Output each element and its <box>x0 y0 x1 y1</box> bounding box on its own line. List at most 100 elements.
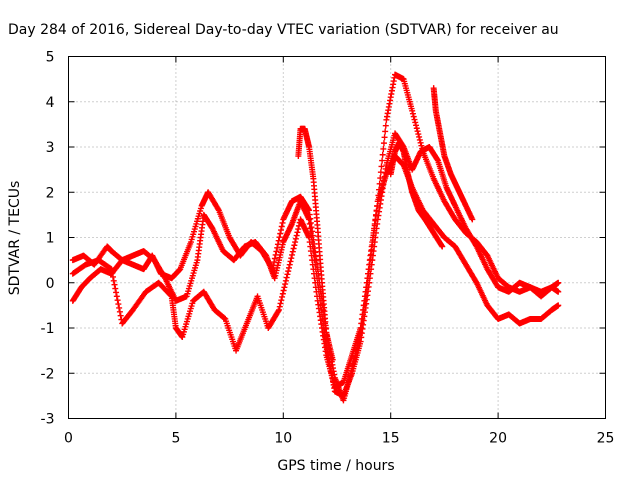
data-point <box>378 163 385 170</box>
series-3 <box>69 153 562 390</box>
series-5 <box>430 85 476 223</box>
grid <box>68 56 606 419</box>
data-point <box>381 134 388 141</box>
data-point <box>284 271 291 278</box>
data-points <box>69 71 562 404</box>
data-point <box>277 230 284 237</box>
x-axis-label: GPS time / hours <box>277 458 394 474</box>
y-tick-label: 3 <box>46 140 55 156</box>
data-point <box>285 268 292 275</box>
data-point <box>418 142 425 149</box>
data-point <box>286 261 293 268</box>
x-tick-label: 5 <box>171 431 180 447</box>
data-point <box>277 300 284 307</box>
x-tick-label: 20 <box>489 431 507 447</box>
y-tick-label: 1 <box>46 231 55 247</box>
data-point <box>113 289 120 296</box>
data-point <box>281 284 288 291</box>
data-point <box>114 297 121 304</box>
data-point <box>273 248 280 255</box>
data-point <box>117 312 124 319</box>
data-point <box>275 308 282 315</box>
data-point <box>380 140 387 147</box>
data-point <box>439 243 446 250</box>
x-tick-label: 0 <box>64 431 73 447</box>
data-point <box>417 139 424 146</box>
y-tick-label: 0 <box>46 276 55 292</box>
y-tick-label: -1 <box>41 321 55 337</box>
data-point <box>280 287 287 294</box>
data-point <box>167 292 174 299</box>
data-point <box>279 293 286 300</box>
data-point <box>276 306 283 313</box>
data-point <box>292 239 299 246</box>
data-point <box>293 232 300 239</box>
data-point <box>469 216 476 223</box>
y-tick-label: -2 <box>41 366 55 382</box>
data-point <box>411 116 418 123</box>
data-point <box>289 248 296 255</box>
series-4 <box>295 125 336 363</box>
x-tick-label: 10 <box>274 431 292 447</box>
data-point <box>276 234 283 241</box>
data-point <box>275 237 282 244</box>
data-point <box>416 136 423 143</box>
data-point <box>276 303 283 310</box>
y-axis-label: SDTVAR / TECUs <box>7 181 23 296</box>
x-tick-label: 15 <box>382 431 400 447</box>
series-6 <box>387 139 446 250</box>
data-point <box>409 107 416 114</box>
data-point <box>409 110 416 117</box>
data-point <box>292 235 299 242</box>
data-point <box>110 277 117 284</box>
data-point <box>380 145 387 152</box>
data-point <box>116 304 123 311</box>
data-point <box>271 255 278 262</box>
data-point <box>415 131 422 138</box>
data-point <box>278 297 285 304</box>
data-point <box>109 273 116 280</box>
data-point <box>279 219 286 226</box>
data-point <box>555 279 562 286</box>
y-tick-label: -3 <box>41 412 55 428</box>
chart-title: Day 284 of 2016, Sidereal Day-to-day VTE… <box>8 22 559 38</box>
data-point <box>282 281 289 288</box>
data-point <box>109 270 116 277</box>
axis-ticks: 0 5 10 15 20 25 -3 -2 -1 0 1 2 3 4 5 <box>41 50 615 447</box>
data-point <box>112 285 119 292</box>
data-point <box>412 119 419 126</box>
y-tick-label: 5 <box>46 50 55 66</box>
data-point <box>295 226 302 233</box>
data-point <box>379 157 386 164</box>
data-point <box>285 264 292 271</box>
data-point <box>291 242 298 249</box>
data-point <box>413 122 420 129</box>
data-point <box>555 302 562 309</box>
data-point <box>113 293 120 300</box>
y-tick-label: 2 <box>46 185 55 201</box>
data-point <box>410 113 417 120</box>
y-tick-label: 4 <box>46 95 55 111</box>
data-point <box>413 125 420 132</box>
data-point <box>288 255 295 262</box>
data-point <box>287 258 294 265</box>
data-point <box>282 277 289 284</box>
data-point <box>116 308 123 315</box>
data-point <box>115 301 122 308</box>
data-point <box>294 229 301 236</box>
data-point <box>215 206 222 213</box>
x-tick-label: 25 <box>597 431 615 447</box>
data-point <box>278 223 285 230</box>
data-point <box>416 133 423 140</box>
data-point <box>382 122 389 129</box>
data-point <box>555 288 562 295</box>
data-point <box>108 266 115 273</box>
data-point <box>329 356 336 363</box>
data-point <box>283 274 290 281</box>
data-point <box>289 251 296 258</box>
data-point <box>111 281 118 288</box>
series-1 <box>69 71 562 404</box>
data-point <box>382 128 389 135</box>
